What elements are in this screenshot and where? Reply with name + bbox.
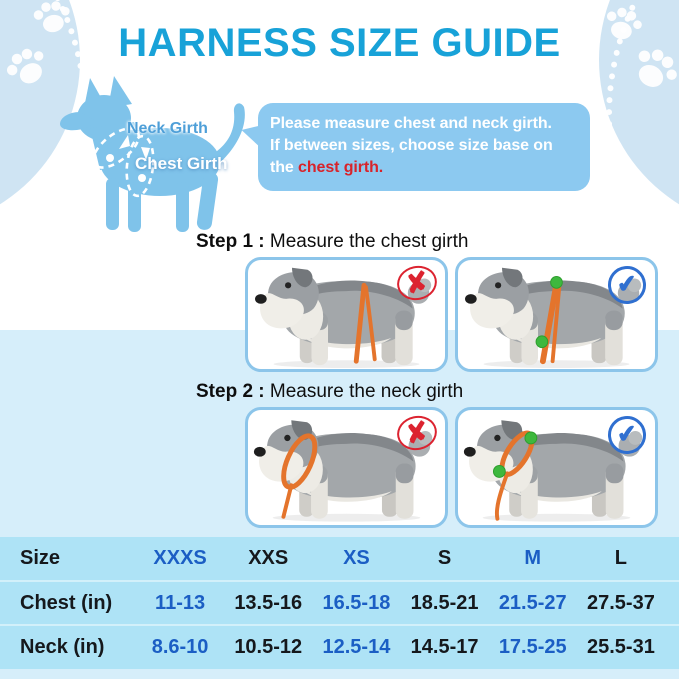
step2-heading: Step 2 : Measure the neck girth [196,381,464,402]
note-line-3: the chest girth. [270,159,384,176]
step1-wrong-photo: ✘ [245,257,448,372]
neck-girth-label: Neck Girth [127,120,208,137]
table-cell: 13.5-16 [234,591,303,614]
table-row-chest: Chest (in) 11-13 13.5-16 16.5-18 18.5-21… [0,579,679,625]
table-header-cell: XXXS [153,546,207,569]
table-cell: 21.5-27 [498,591,567,614]
measure-note-bubble: Please measure chest and neck girth. If … [258,103,590,191]
table-header-cell: M [524,546,542,569]
chest-girth-highlight: chest girth. [298,159,384,176]
step2-correct-photo: ✔ [455,407,658,528]
table-header-cell: XXS [248,546,289,569]
table-cell: 10.5-12 [234,636,303,659]
step1-correct-photo: ✔ [455,257,658,372]
table-header-cell: S [437,546,452,569]
page-title: HARNESS SIZE GUIDE [118,21,561,65]
table-row-label: Chest (in) [20,591,113,614]
table-header-cell: XS [343,546,370,569]
size-table: Size XXXS XXS XS S M L Chest (in) 11-13 … [0,537,679,669]
chest-girth-label: Chest Girth [135,154,228,173]
table-header-cell: L [614,546,628,569]
step2-wrong-photo: ✘ [245,407,448,528]
table-cell: 16.5-18 [322,591,391,614]
table-cell: 14.5-17 [410,636,479,659]
table-cell: 27.5-37 [586,591,655,614]
note-line-1: Please measure chest and neck girth. [270,115,552,132]
table-cell: 12.5-14 [322,636,391,659]
dog-silhouette-diagram [60,76,245,232]
table-cell: 18.5-21 [410,591,479,614]
table-header-row: Size XXXS XXS XS S M L [0,537,679,580]
measure-point-dots [492,431,538,478]
table-header-cell: Size [20,546,61,569]
table-cell: 8.6-10 [151,636,209,659]
table-row-neck: Neck (in) 8.6-10 10.5-12 12.5-14 14.5-17… [0,624,679,669]
table-row-label: Neck (in) [20,636,105,659]
step1-heading: Step 1 : Measure the chest girth [196,231,469,252]
table-cell: 17.5-25 [498,636,567,659]
table-cell: 25.5-31 [586,636,655,659]
size-table-section: Size XXXS XXS XS S M L Chest (in) 11-13 … [0,528,679,679]
table-cell: 11-13 [155,591,206,614]
note-line-2: If between sizes, choose size base on [270,137,553,154]
measure-point-dots [535,276,563,349]
